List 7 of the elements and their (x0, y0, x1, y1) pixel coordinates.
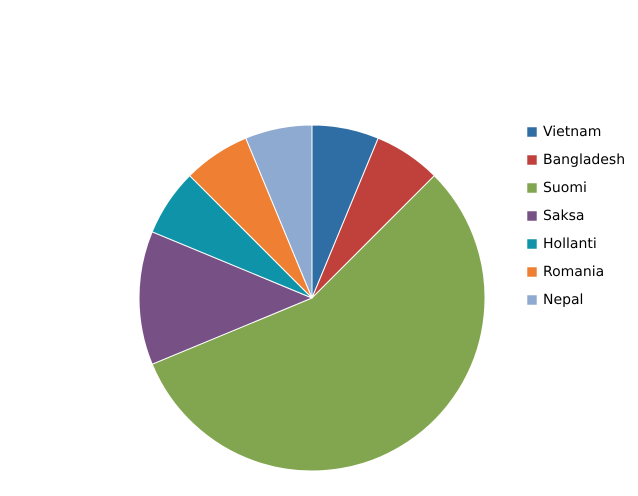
legend-label: Saksa (543, 208, 584, 224)
legend-label: Nepal (543, 292, 584, 308)
legend-label: Suomi (543, 180, 587, 196)
legend-label: Hollanti (543, 236, 597, 252)
legend-label: Bangladesh (543, 152, 626, 168)
legend-label: Romania (543, 264, 604, 280)
legend-label: Vietnam (543, 124, 602, 140)
